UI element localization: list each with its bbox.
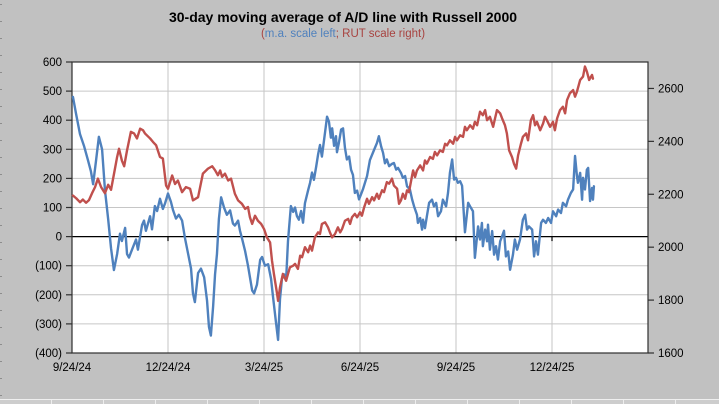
x-axis-tick-label: 12/24/25 [530,362,575,374]
left-axis-tick-label: 600 [43,57,62,69]
right-axis-tick-label: 2000 [658,242,684,254]
right-axis-tick-label: 1800 [658,295,684,307]
x-axis-tick-label: 9/24/25 [437,362,475,374]
spreadsheet-row-marks [0,4,2,400]
chart-title: 30-day moving average of A/D line with R… [168,9,518,25]
spreadsheet-cell-borders [0,400,719,404]
right-axis-tick-label: 2400 [658,136,684,148]
left-axis-tick-label: 200 [43,173,62,185]
x-axis-tick-label: 3/24/25 [245,362,283,374]
x-axis-tick-label: 6/24/25 [341,362,379,374]
chart-subtitle: (m.a. scale left; RUT scale right) [0,28,686,40]
ma-line-series [71,95,596,342]
subtitle-open-paren: ( [260,28,265,40]
left-axis-tick-label: 500 [43,86,62,98]
subtitle-rut-scale-label: RUT scale right [338,28,422,40]
subtitle-separator: ; [335,28,339,40]
x-axis-tick-label: 12/24/24 [146,362,191,374]
left-axis-tick-label: 100 [43,203,62,215]
left-axis-tick-label: 300 [43,144,62,156]
spreadsheet-cells-strip [0,399,719,404]
left-axis-tick-label: 400 [43,115,62,127]
left-axis-tick-label: (100) [35,261,62,273]
subtitle-close-paren: ) [421,28,426,40]
left-axis-tick-label: 0 [56,232,62,244]
left-axis-tick-label: (400) [35,348,62,360]
right-axis-tick-label: 2600 [658,83,684,95]
right-axis-tick-label: 1600 [658,348,684,360]
left-axis-tick-label: (300) [35,319,62,331]
right-axis-tick-label: 2200 [658,189,684,201]
subtitle-ma-scale-label: m.a. scale left [264,28,336,40]
rut-line-series [71,65,595,303]
x-axis-tick-label: 9/24/24 [53,362,92,374]
left-axis-tick-label: (200) [35,290,62,302]
